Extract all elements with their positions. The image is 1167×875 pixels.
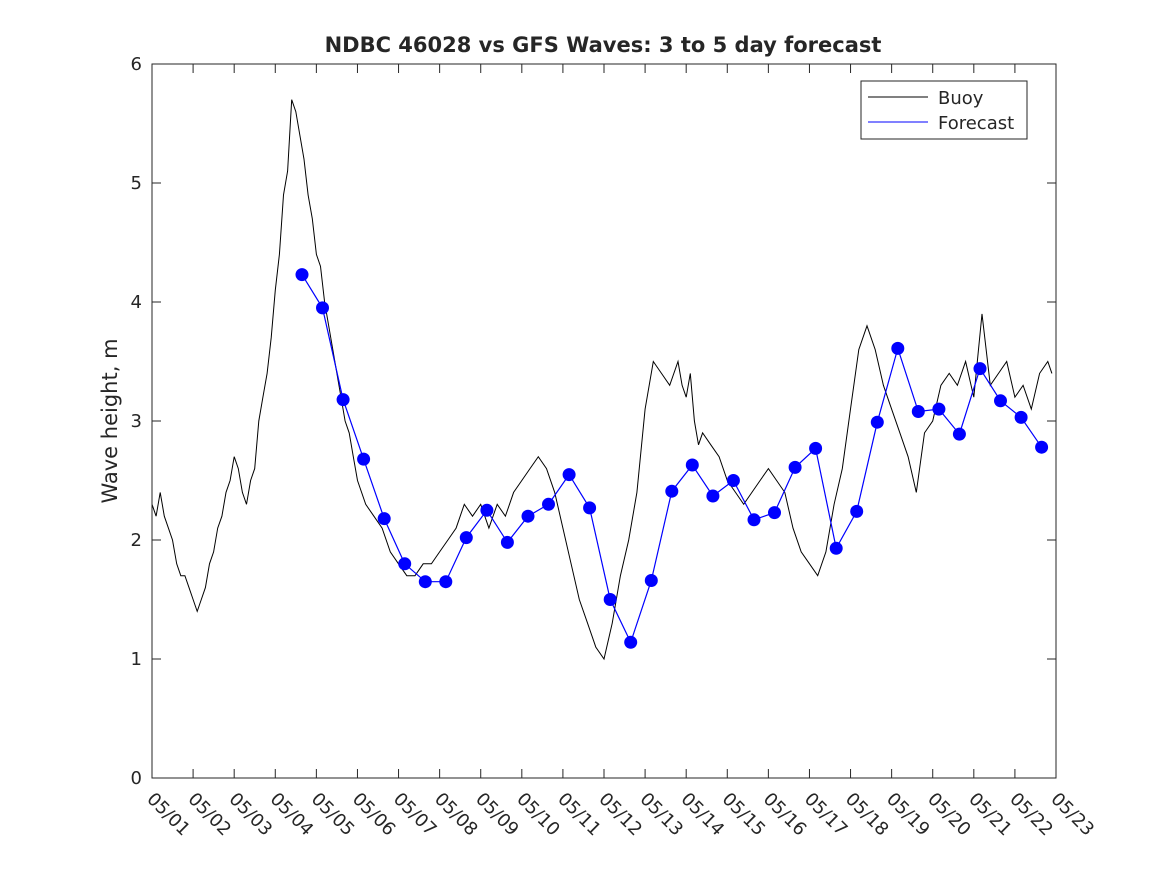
x-tick-label: 05/21 xyxy=(964,789,1016,841)
forecast-point xyxy=(994,394,1007,408)
forecast-point xyxy=(665,484,679,498)
forecast-point xyxy=(542,497,555,511)
x-tick-label: 05/18 xyxy=(841,789,893,841)
y-axis-label: Wave height, m xyxy=(98,338,122,503)
y-tick-label: 1 xyxy=(131,649,142,670)
forecast-point xyxy=(706,489,720,503)
forecast-point xyxy=(624,635,638,649)
x-tick-label: 05/10 xyxy=(512,789,564,841)
forecast-point xyxy=(398,557,412,571)
forecast-point xyxy=(418,575,432,589)
forecast-point xyxy=(295,268,309,282)
forecast-point xyxy=(562,468,576,482)
legend-box xyxy=(860,80,1028,140)
x-tick-label: 05/11 xyxy=(553,789,605,841)
x-tick-label: 05/15 xyxy=(718,789,770,841)
y-tick-label: 2 xyxy=(131,530,142,551)
forecast-point xyxy=(316,301,329,315)
buoy-line xyxy=(151,99,1053,661)
forecast-point xyxy=(726,474,740,487)
y-tick-label: 6 xyxy=(131,54,142,75)
forecast-point xyxy=(788,460,802,474)
forecast-point xyxy=(768,506,781,520)
x-tick-label: 05/13 xyxy=(636,789,688,841)
forecast-point xyxy=(973,362,987,376)
forecast-point xyxy=(377,512,391,526)
x-tick-label: 05/04 xyxy=(266,789,318,841)
forecast-point xyxy=(829,541,843,555)
x-tick-label: 05/08 xyxy=(430,789,482,841)
x-tick-label: 05/23 xyxy=(1046,789,1098,841)
x-tick-label: 05/22 xyxy=(1005,789,1057,841)
forecast-point xyxy=(480,503,494,517)
y-tick-label: 4 xyxy=(131,292,142,313)
forecast-point xyxy=(583,501,597,515)
forecast-point xyxy=(870,415,884,429)
forecast-point xyxy=(644,574,658,587)
forecast-point xyxy=(747,513,761,527)
forecast-point xyxy=(809,441,823,455)
forecast-point xyxy=(500,535,514,549)
forecast-point xyxy=(357,452,371,466)
x-tick-label: 05/19 xyxy=(882,789,934,841)
plot-area xyxy=(151,99,1053,661)
forecast-point xyxy=(850,504,864,518)
forecast-point xyxy=(603,593,617,606)
x-tick-label: 05/16 xyxy=(759,789,811,841)
legend: Buoy Forecast xyxy=(860,80,1028,140)
forecast-point xyxy=(952,427,966,441)
legend-forecast-label: Forecast xyxy=(938,113,1014,134)
axes: 012345605/0105/0205/0305/0405/0505/0605/… xyxy=(131,54,1098,840)
y-tick-label: 0 xyxy=(131,768,142,789)
x-tick-label: 05/02 xyxy=(184,789,236,841)
x-tick-label: 05/14 xyxy=(677,789,729,841)
x-tick-label: 05/03 xyxy=(225,789,277,841)
chart-title: NDBC 46028 vs GFS Waves: 3 to 5 day fore… xyxy=(325,33,882,57)
forecast-line xyxy=(301,274,1043,644)
x-tick-label: 05/01 xyxy=(142,789,194,841)
x-tick-label: 05/07 xyxy=(389,789,441,841)
forecast-point xyxy=(336,393,350,407)
x-tick-label: 05/09 xyxy=(471,789,523,841)
forecast-point xyxy=(911,405,925,418)
y-tick-label: 3 xyxy=(131,411,142,432)
x-tick-label: 05/05 xyxy=(307,789,359,841)
forecast-point xyxy=(439,575,453,589)
x-tick-label: 05/17 xyxy=(800,789,852,841)
forecast-point xyxy=(1035,440,1049,454)
forecast-point xyxy=(932,402,946,416)
x-tick-label: 05/20 xyxy=(923,789,975,841)
forecast-point xyxy=(1014,410,1028,424)
forecast-point xyxy=(521,509,535,523)
forecast-point xyxy=(459,531,473,545)
y-tick-label: 5 xyxy=(131,173,142,194)
forecast-point xyxy=(685,458,699,472)
legend-buoy-label: Buoy xyxy=(938,88,984,109)
x-tick-label: 05/06 xyxy=(348,789,400,841)
forecast-point xyxy=(891,341,905,355)
x-tick-label: 05/12 xyxy=(594,789,646,841)
